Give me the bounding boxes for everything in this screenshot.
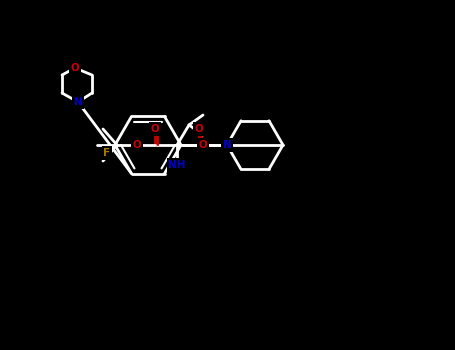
Text: O: O: [199, 140, 207, 150]
Text: O: O: [71, 63, 79, 73]
Text: NH: NH: [168, 160, 186, 170]
Text: N: N: [222, 140, 232, 150]
Text: N: N: [74, 97, 82, 107]
Text: F: F: [103, 148, 111, 158]
Text: O: O: [132, 140, 142, 150]
Text: O: O: [151, 124, 159, 134]
Text: O: O: [195, 124, 203, 134]
